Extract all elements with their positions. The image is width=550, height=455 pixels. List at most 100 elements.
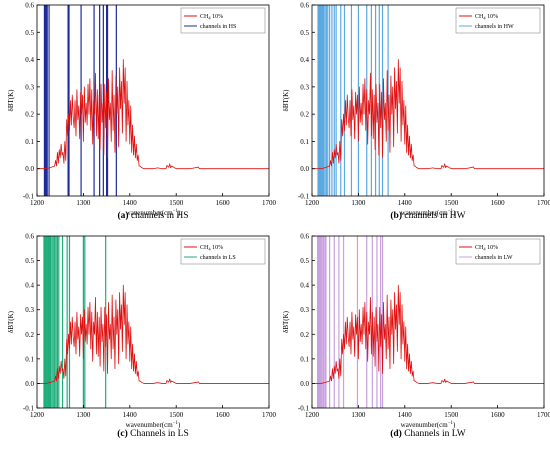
y-tick-label: 0.2 [25, 331, 34, 339]
y-tick-label: 0.0 [25, 165, 34, 173]
plot-area [312, 5, 544, 196]
legend-label: CH4 10% [200, 14, 223, 21]
legend-label-rest: 10% [211, 14, 224, 20]
chart-panel-1: 1200 1300 1400 1500 1600 1700 -0.1 0.0 0.1 0.2 0.3… [282, 2, 550, 222]
x-tick-label: 1600 [491, 411, 506, 419]
y-tick-label: -0.1 [23, 193, 35, 201]
legend-label-text: CH [200, 14, 209, 20]
legend-label-text: CH [475, 14, 484, 20]
x-tick-label: 1600 [491, 199, 506, 207]
y-tick-label: 0.4 [25, 56, 34, 64]
legend-label-sub: 4 [208, 16, 211, 21]
legend-label-text: CH [200, 245, 209, 251]
y-tick-label: 0.3 [25, 83, 34, 91]
y-tick-label: 0.0 [300, 380, 309, 388]
x-axis-label-text: wavenumber(cm [126, 421, 174, 429]
x-tick-label: 1600 [216, 199, 231, 207]
plot-frame [311, 235, 545, 409]
x-axis-label-sup: −1 [173, 209, 179, 214]
x-tick-label: 1700 [262, 199, 277, 207]
panel-caption: (d) Channels in LW [390, 428, 466, 439]
legend-box [455, 7, 541, 34]
panel-caption-letter: (a) [118, 210, 129, 221]
x-axis-label: wavenumber(cm−1) [126, 421, 181, 429]
x-axis-label-text: wavenumber(cm [401, 421, 449, 429]
y-tick-label: 0.1 [25, 138, 34, 146]
y-axis-label: δBT(K) [7, 89, 15, 112]
x-tick-label: 1400 [398, 411, 413, 419]
plot-frame [311, 4, 545, 197]
y-tick-label: 0.2 [300, 111, 309, 119]
y-tick-label: -0.1 [23, 405, 35, 413]
y-tick-label: 0.4 [25, 282, 34, 290]
y-tick-label: 0.3 [300, 83, 309, 91]
plot-frame [36, 235, 270, 409]
spectrum-line [312, 284, 544, 384]
legend-label: CH4 10% [475, 14, 498, 21]
chart-panel-3: 1200 1300 1400 1500 1600 1700 -0.1 0.0 0.1 0.2 0.3… [282, 233, 550, 440]
x-tick-label: 1700 [537, 199, 550, 207]
spectrum-line [312, 59, 544, 170]
x-axis-label-end: ) [453, 209, 456, 217]
y-tick-label: -0.1 [298, 405, 310, 413]
plot-area [312, 236, 544, 408]
plot-area [37, 5, 269, 196]
x-tick-label: 1200 [30, 199, 45, 207]
y-tick-label: 0.0 [300, 165, 309, 173]
y-tick-label: 0.1 [25, 355, 34, 363]
x-tick-label: 1700 [262, 411, 277, 419]
panel-caption-text: channels in HW [402, 211, 466, 221]
legend-label-rest: 10% [211, 245, 224, 251]
panel-caption-text: Channels in LW [402, 429, 466, 439]
x-axis-label: wavenumber(cm−1) [126, 209, 181, 217]
x-tick-label: 1200 [305, 411, 320, 419]
x-tick-label: 1400 [123, 411, 138, 419]
legend-label: CH4 10% [475, 245, 498, 252]
x-tick-label: 1300 [76, 411, 91, 419]
y-tick-label: 0.5 [25, 29, 34, 37]
x-tick-label: 1300 [351, 411, 366, 419]
spectrum-line [37, 59, 269, 170]
y-axis-label: δBT(K) [7, 310, 15, 333]
plot-area [37, 236, 269, 408]
x-axis-label-end: ) [453, 421, 456, 429]
y-tick-label: -0.1 [298, 193, 310, 201]
legend-label-sub: 4 [483, 16, 486, 21]
y-tick-label: 0.4 [300, 282, 309, 290]
legend-label: CH4 10% [200, 245, 223, 252]
panel-caption-text: channels in HS [129, 211, 189, 221]
panel-caption-text: Channels in LS [128, 429, 189, 439]
x-axis-label: wavenumber(cm−1) [401, 209, 456, 217]
x-tick-label: 1500 [169, 199, 184, 207]
legend-label: channels in HS [200, 24, 236, 30]
x-axis-label-end: ) [178, 209, 181, 217]
x-axis-label: wavenumber(cm−1) [401, 421, 456, 429]
legend-label: channels in LS [200, 255, 236, 261]
x-tick-label: 1400 [398, 199, 413, 207]
panel-caption-letter: (b) [390, 210, 402, 221]
chart-panel-0: 1200 1300 1400 1500 1600 1700 -0.1 0.0 0.1 0.2 0.3… [7, 2, 277, 222]
y-tick-label: 0.3 [25, 306, 34, 314]
legend-box [180, 7, 266, 34]
y-tick-label: 0.2 [300, 331, 309, 339]
x-axis-label-sup: −1 [448, 209, 454, 214]
y-axis-label: δBT(K) [282, 310, 290, 333]
x-tick-label: 1300 [76, 199, 91, 207]
y-tick-label: 0.5 [25, 257, 34, 265]
x-tick-label: 1200 [30, 411, 45, 419]
legend-label-rest: 10% [486, 245, 499, 251]
legend-label: channels in HW [475, 24, 514, 30]
legend-label-sub: 4 [483, 247, 486, 252]
y-tick-label: 0.5 [300, 257, 309, 265]
legend-label-text: CH [475, 245, 484, 251]
y-tick-label: 0.6 [300, 233, 309, 241]
legend-box [455, 238, 541, 265]
legend-box [180, 238, 266, 265]
x-axis-label-text: wavenumber(cm [401, 209, 449, 217]
panel-caption: (c) Channels in LS [117, 428, 189, 439]
panel-caption: (b) channels in HW [390, 210, 465, 221]
legend-label-rest: 10% [486, 14, 499, 20]
spectrum-line [37, 284, 269, 384]
panel-caption-letter: (c) [117, 428, 128, 439]
